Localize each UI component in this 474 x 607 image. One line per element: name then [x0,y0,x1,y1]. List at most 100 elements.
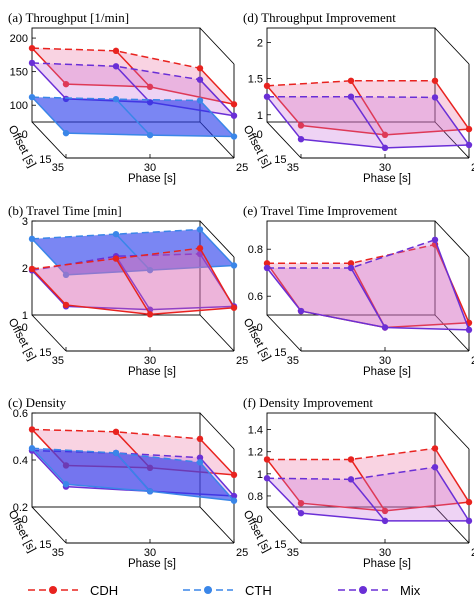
x-tick-label: 30 [379,162,391,174]
data-point [263,260,271,267]
depth-series-line [350,96,386,149]
depth-series-line [31,268,67,306]
z-tick-label: 0.4 [13,455,28,467]
data-point [62,481,70,488]
data-point [263,93,271,100]
depth-series-line [199,457,235,497]
data-point [297,136,305,143]
x-tick-label: 25 [471,547,474,559]
depth-series-line [266,267,302,312]
series-cdh [263,77,473,139]
data-point [62,80,70,88]
data-point [431,77,439,84]
surface-fill [32,248,234,315]
data-point [196,226,204,233]
data-point [263,456,271,463]
data-point [196,245,204,252]
depth-series-line [350,459,386,512]
data-point [112,63,120,70]
depth-edge [31,314,67,352]
x-tick-label: 30 [379,547,391,559]
x-axis-label: Phase [s] [128,173,176,185]
data-point [230,497,238,504]
depth-edge [199,27,235,65]
y-tick-label: 0 [257,514,263,526]
depth-edge [266,121,302,159]
back-series-line [31,62,201,81]
depth-edge [266,314,302,352]
data-point [112,428,120,435]
data-point [112,255,120,262]
depth-series-line [115,255,151,311]
data-point [381,517,389,525]
depth-series-line [199,438,235,476]
y-tick-label: 0 [22,322,28,334]
depth-series-line [115,452,151,492]
data-point [196,459,204,466]
z-tick-label: 200 [10,33,28,45]
x-axis-label: Phase [s] [363,173,411,185]
z-tick-label: 0.6 [248,291,263,303]
z-tick-label: 1 [22,310,28,322]
surface-fill [267,467,469,521]
data-point [112,449,120,457]
data-point [230,471,238,479]
back-face [266,27,436,123]
series-cth [28,445,238,504]
data-point [28,265,36,273]
back-series-line [31,447,201,464]
legend: CDH CTH Mix [28,583,421,598]
series-mix [263,93,473,152]
depth-series-line [31,47,67,85]
panel-title: (f) Density Improvement [243,395,373,410]
y-tick-label: 15 [274,154,286,166]
x-tick-label: 35 [52,162,64,174]
data-point [196,76,204,83]
depth-series-line [434,239,470,331]
depth-series-line [115,258,151,315]
data-point [28,44,36,52]
depth-edge [199,412,235,450]
x-tick-label: 25 [471,162,474,174]
depth-series-line [31,447,67,485]
series-mix [263,463,473,525]
data-point [28,59,36,67]
surface-fill [32,48,234,105]
series-cth [28,93,238,140]
data-point [297,509,305,517]
y-tick-label: 0 [22,129,28,141]
depth-edge [199,220,235,258]
depth-series-line [266,458,302,504]
x-tick-label: 35 [52,547,64,559]
y-tick-label: 0 [22,514,28,526]
depth-series-line [31,238,67,276]
data-point [347,476,355,483]
axes-box [266,220,470,352]
data-point [28,93,36,101]
data-point [431,236,439,243]
depth-edge [434,412,470,450]
series-cth [28,226,238,279]
z-tick-label: 1.5 [248,74,263,86]
x-axis-label: Phase [s] [128,558,176,570]
data-point [347,260,355,267]
data-point [196,97,204,104]
y-tick-label: 15 [274,347,286,359]
data-point [465,517,473,525]
x-tick-label: 35 [287,162,299,174]
depth-edge [199,314,235,352]
data-point [230,492,238,500]
data-point [263,264,271,272]
data-point [465,498,473,506]
data-point [28,426,36,433]
depth-series-line [199,67,235,105]
depth-series-line [266,85,302,126]
panel-title: (e) Travel Time Improvement [243,203,398,218]
z-tick-label: 1.2 [248,447,263,459]
series-cdh [28,245,238,318]
depth-edge [266,506,302,544]
back-series-line [266,466,436,481]
y-tick-label: 15 [274,539,286,551]
depth-series-line [115,98,151,136]
